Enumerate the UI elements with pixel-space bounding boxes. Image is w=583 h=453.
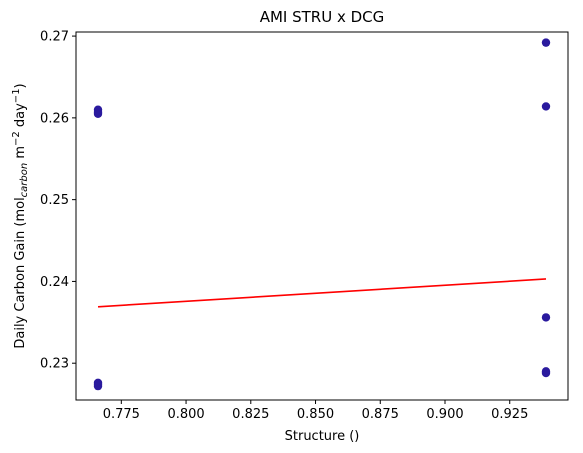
plot-area bbox=[93, 38, 551, 391]
scatter-point-3 bbox=[93, 109, 103, 118]
y-axis-label-subscript: carbon bbox=[19, 163, 30, 198]
scatter-point-8 bbox=[541, 102, 551, 111]
scatter-point-6 bbox=[93, 381, 103, 391]
y-tick-label: 0.25 bbox=[40, 193, 69, 208]
scatter-point-11 bbox=[541, 368, 551, 378]
y-axis-label-prefix: Daily Carbon Gain (mol bbox=[13, 197, 28, 348]
y-axis-label-mid2: day bbox=[13, 103, 28, 131]
y-axis-label: Daily Carbon Gain (molcarbon m−2 day−1) bbox=[11, 83, 30, 348]
fit-line bbox=[97, 278, 547, 308]
y-axis-label-mid1: m bbox=[13, 146, 28, 163]
y-tick-label: 0.23 bbox=[40, 357, 69, 372]
scatter-point-9 bbox=[541, 313, 551, 322]
x-tick-label: 0.825 bbox=[232, 407, 269, 422]
chart-title: AMI STRU x DCG bbox=[260, 8, 385, 26]
y-tick-label: 0.26 bbox=[40, 111, 69, 126]
x-axis-label: Structure () bbox=[285, 429, 360, 444]
x-tick-label: 0.775 bbox=[103, 407, 140, 422]
y-tick-label: 0.24 bbox=[40, 275, 69, 290]
y-axis-label-sup2: −1 bbox=[11, 88, 22, 103]
y-axis: 0.23 0.24 0.25 0.26 0.27 bbox=[40, 30, 76, 372]
y-axis-label-sup1: −2 bbox=[11, 131, 22, 146]
x-axis: 0.775 0.800 0.825 0.850 0.875 0.900 0.925 bbox=[103, 400, 528, 422]
x-tick-label: 0.850 bbox=[297, 407, 334, 422]
x-tick-label: 0.875 bbox=[362, 407, 399, 422]
plot-frame bbox=[75, 31, 569, 401]
y-tick-label: 0.27 bbox=[40, 30, 69, 45]
y-axis-label-suffix: ) bbox=[13, 83, 28, 88]
x-tick-label: 0.800 bbox=[167, 407, 204, 422]
scatter-point-7 bbox=[541, 38, 551, 47]
x-tick-label: 0.900 bbox=[426, 407, 463, 422]
x-tick-label: 0.925 bbox=[491, 407, 528, 422]
